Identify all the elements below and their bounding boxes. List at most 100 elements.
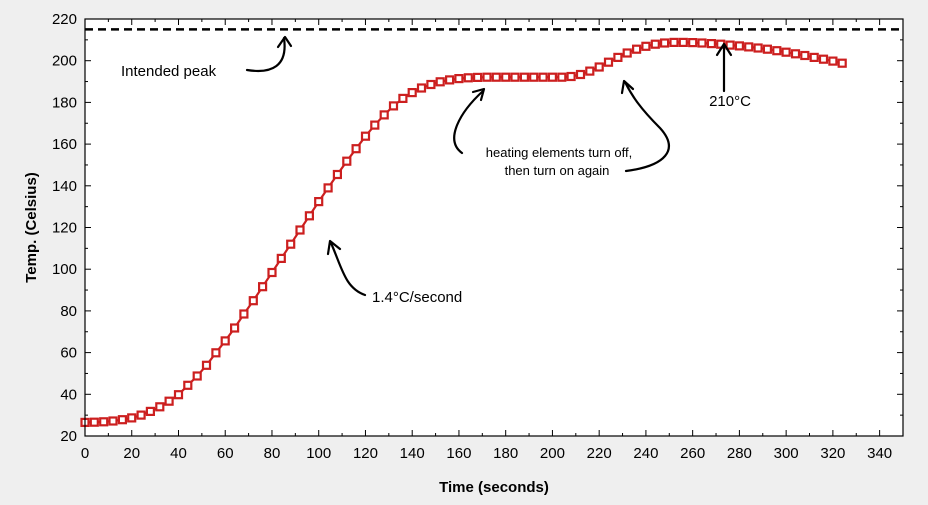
arrowhead-heating-rate bbox=[326, 239, 342, 256]
x-tick-label: 280 bbox=[727, 445, 752, 462]
data-point-45 bbox=[501, 72, 511, 82]
data-point-9 bbox=[164, 396, 174, 406]
data-point-77 bbox=[800, 50, 810, 61]
y-tick-label: 200 bbox=[52, 53, 77, 70]
data-point-58 bbox=[622, 48, 632, 58]
data-point-79 bbox=[818, 54, 829, 64]
data-point-56 bbox=[603, 57, 614, 67]
x-tick-label: 140 bbox=[400, 445, 425, 462]
plot-area bbox=[85, 19, 903, 436]
data-point-51 bbox=[557, 72, 567, 82]
data-point-25 bbox=[314, 197, 324, 207]
data-point-48 bbox=[529, 72, 539, 82]
data-point-75 bbox=[781, 47, 791, 57]
x-tick-label: 120 bbox=[353, 445, 378, 462]
y-tick-label: 220 bbox=[52, 11, 77, 28]
arrow-heating-rate bbox=[329, 241, 367, 297]
data-point-55 bbox=[594, 62, 604, 72]
data-point-14 bbox=[211, 348, 221, 358]
data-point-1 bbox=[89, 417, 99, 427]
data-point-18 bbox=[248, 296, 258, 306]
data-point-64 bbox=[678, 37, 688, 48]
data-point-17 bbox=[239, 309, 249, 319]
series-line-0 bbox=[84, 41, 843, 424]
data-point-44 bbox=[491, 72, 501, 82]
data-point-47 bbox=[519, 72, 530, 82]
data-point-81 bbox=[837, 58, 847, 68]
data-point-39 bbox=[445, 75, 455, 85]
data-point-33 bbox=[388, 101, 399, 111]
y-tick-label: 160 bbox=[52, 136, 77, 153]
data-point-57 bbox=[613, 52, 623, 63]
arrow-heating-on bbox=[623, 80, 670, 173]
x-tick-label: 300 bbox=[774, 445, 799, 462]
x-tick-label: 0 bbox=[81, 445, 89, 462]
data-point-76 bbox=[790, 49, 801, 59]
y-axis-title: Temp. (Celsius) bbox=[23, 172, 40, 283]
data-point-72 bbox=[753, 43, 763, 53]
y-tick-label: 140 bbox=[52, 178, 77, 195]
data-point-80 bbox=[828, 56, 838, 66]
data-point-4 bbox=[117, 415, 128, 425]
y-tick-label: 40 bbox=[60, 386, 77, 403]
data-point-38 bbox=[435, 77, 445, 87]
arrowhead-heating-off bbox=[471, 87, 486, 102]
annotation-heating-line-1: heating elements turn off, bbox=[486, 145, 632, 160]
data-point-15 bbox=[220, 336, 230, 346]
x-tick-label: 180 bbox=[493, 445, 518, 462]
data-point-63 bbox=[669, 37, 679, 48]
arrow-heating-off bbox=[453, 89, 485, 155]
data-point-20 bbox=[267, 267, 277, 278]
data-point-12 bbox=[192, 371, 202, 381]
annotation-heating-rate: 1.4°C/second bbox=[372, 289, 462, 306]
data-point-73 bbox=[762, 44, 773, 54]
data-point-32 bbox=[379, 110, 389, 120]
data-point-49 bbox=[538, 72, 548, 82]
data-point-69 bbox=[725, 40, 735, 50]
data-point-35 bbox=[407, 87, 417, 98]
data-point-5 bbox=[127, 413, 137, 423]
data-point-11 bbox=[183, 380, 193, 390]
data-point-31 bbox=[370, 120, 380, 130]
data-point-42 bbox=[473, 72, 483, 83]
arrow-intended-peak bbox=[245, 36, 286, 72]
x-tick-label: 80 bbox=[264, 445, 281, 462]
x-tick-label: 320 bbox=[820, 445, 845, 462]
data-point-10 bbox=[173, 390, 184, 400]
y-tick-label: 80 bbox=[60, 303, 77, 320]
x-tick-label: 60 bbox=[217, 445, 234, 462]
x-tick-label: 20 bbox=[123, 445, 140, 462]
data-point-16 bbox=[230, 323, 240, 333]
x-tick-label: 260 bbox=[680, 445, 705, 462]
data-point-65 bbox=[688, 37, 698, 48]
x-tick-label: 200 bbox=[540, 445, 565, 462]
data-point-28 bbox=[342, 156, 352, 166]
data-point-37 bbox=[426, 79, 436, 90]
annotation-intended-peak: Intended peak bbox=[121, 63, 217, 80]
data-point-27 bbox=[332, 169, 342, 180]
annotation-heating-line-2: then turn on again bbox=[505, 163, 610, 178]
data-point-50 bbox=[547, 72, 558, 82]
data-point-21 bbox=[276, 253, 286, 263]
data-point-41 bbox=[463, 73, 473, 83]
y-tick-label: 20 bbox=[60, 428, 77, 445]
data-point-67 bbox=[706, 38, 717, 49]
data-point-52 bbox=[566, 71, 576, 82]
x-tick-label: 100 bbox=[306, 445, 331, 462]
data-point-8 bbox=[155, 402, 165, 412]
data-point-6 bbox=[136, 410, 146, 420]
data-point-7 bbox=[145, 406, 155, 416]
data-point-62 bbox=[659, 38, 670, 48]
data-point-24 bbox=[304, 211, 314, 221]
data-point-29 bbox=[351, 144, 361, 154]
data-point-54 bbox=[585, 66, 595, 76]
data-point-30 bbox=[360, 131, 371, 141]
y-tick-label: 60 bbox=[60, 345, 77, 362]
y-tick-label: 100 bbox=[52, 261, 77, 278]
data-point-70 bbox=[734, 41, 745, 51]
data-point-53 bbox=[575, 69, 586, 80]
data-point-13 bbox=[201, 360, 212, 370]
data-point-66 bbox=[697, 38, 707, 48]
data-point-40 bbox=[454, 73, 464, 84]
data-point-60 bbox=[641, 41, 651, 51]
